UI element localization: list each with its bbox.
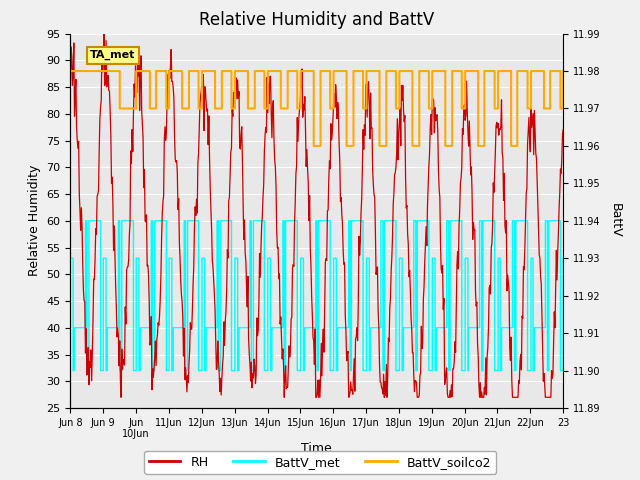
Title: Relative Humidity and BattV: Relative Humidity and BattV	[199, 11, 435, 29]
Y-axis label: Relative Humidity: Relative Humidity	[28, 165, 41, 276]
Y-axis label: BattV: BattV	[609, 204, 621, 238]
Legend: RH, BattV_met, BattV_soilco2: RH, BattV_met, BattV_soilco2	[144, 451, 496, 474]
Text: TA_met: TA_met	[90, 50, 136, 60]
X-axis label: Time: Time	[301, 442, 332, 455]
